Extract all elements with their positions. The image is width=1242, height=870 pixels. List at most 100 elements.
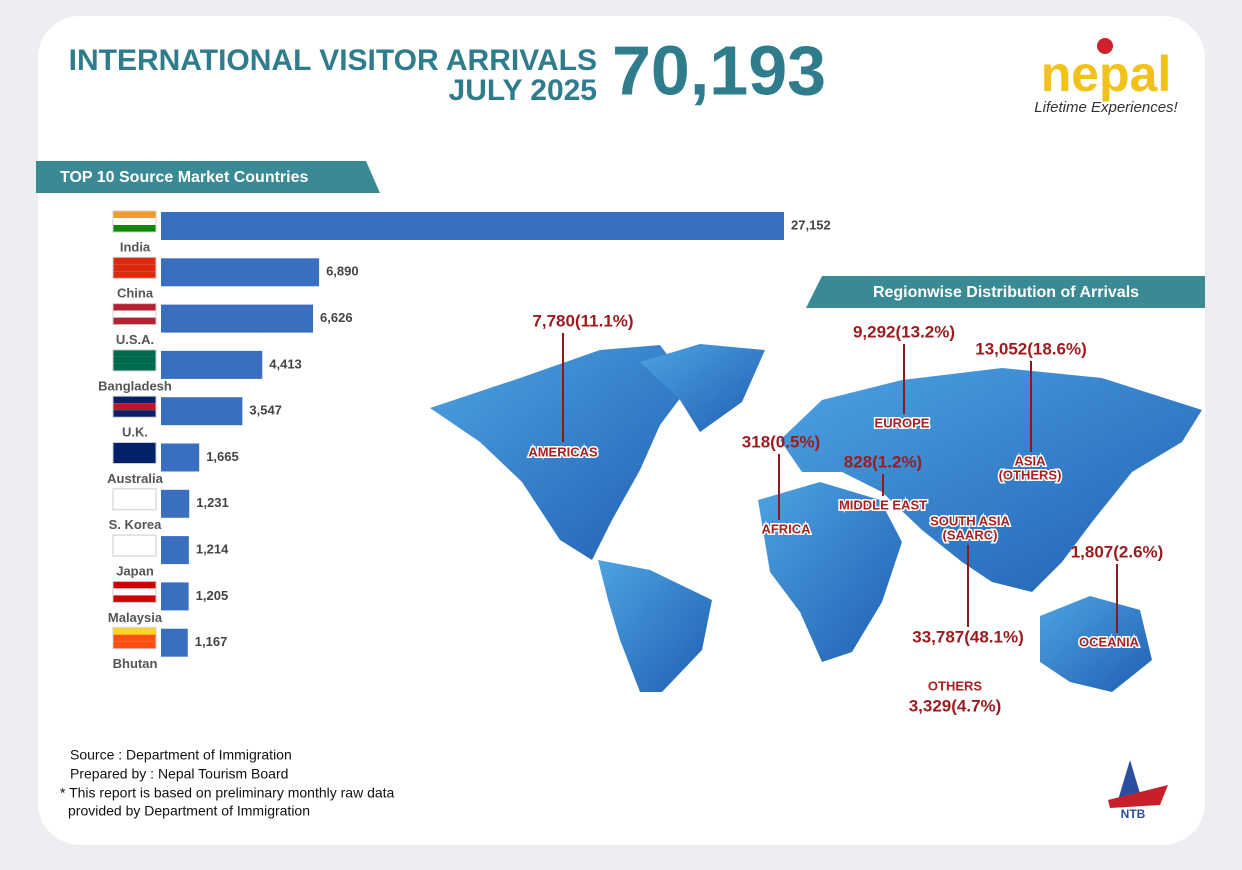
flag (113, 449, 156, 457)
flag (113, 456, 156, 464)
note: Prepared by : Nepal Tourism Board (70, 766, 288, 782)
value-label: 1,167 (195, 634, 228, 649)
region-name: EUROPE (875, 415, 930, 430)
world-map (430, 344, 1202, 692)
region-name: MIDDLE EAST (839, 497, 927, 512)
region-value: 13,052(18.6%) (975, 339, 1087, 358)
title: INTERNATIONAL VISITOR ARRIVALS (69, 44, 597, 77)
value-label: 6,626 (320, 310, 353, 325)
flag (113, 211, 156, 218)
bar (161, 443, 200, 472)
period: JULY 2025 (449, 74, 597, 107)
total: 70,193 (612, 31, 826, 109)
flag (113, 641, 156, 649)
flag (113, 488, 156, 496)
value-label: 27,152 (791, 217, 831, 232)
country-label: U.K. (122, 425, 148, 440)
note: provided by Department of Immigration (68, 803, 310, 819)
flag-border (112, 303, 157, 326)
country-label: China (117, 286, 154, 301)
flag (113, 595, 156, 603)
bar (161, 258, 320, 287)
value-label: 1,665 (206, 449, 239, 464)
region-title: Regionwise Distribution of Arrivals (873, 284, 1139, 301)
value-label: 1,231 (196, 495, 229, 510)
flag (113, 356, 156, 364)
value-label: 3,547 (249, 403, 282, 418)
country-label: Australia (107, 471, 163, 486)
flag-border (112, 580, 157, 603)
logo-tagline: Lifetime Experiences! (1034, 99, 1178, 116)
region-name: OTHERS (928, 678, 983, 693)
country-label: Malaysia (108, 610, 163, 625)
flag (113, 349, 156, 357)
value-label: 4,413 (269, 356, 302, 371)
logo-dot (1097, 38, 1113, 54)
flag (113, 257, 156, 265)
flag-border (112, 442, 157, 464)
region-value: 3,329(4.7%) (909, 696, 1002, 715)
flag (113, 495, 156, 503)
flag (113, 310, 156, 318)
flag (113, 303, 156, 311)
bar (161, 397, 243, 426)
flag (113, 588, 156, 596)
country-label: Japan (116, 564, 154, 579)
flag-border (112, 627, 157, 650)
chart-title: TOP 10 Source Market Countries (60, 169, 308, 186)
flag (113, 442, 156, 450)
flag-border (112, 256, 157, 279)
region-banner (806, 276, 1205, 308)
flag (113, 403, 156, 411)
flag-border (112, 395, 157, 418)
bar (161, 536, 189, 565)
flag (113, 410, 156, 418)
ntb-text: NTB (1121, 807, 1146, 821)
region-value: 318(0.5%) (742, 432, 820, 451)
region-name: ASIA (1014, 453, 1046, 468)
bar (161, 489, 190, 518)
flag (113, 502, 156, 510)
flag-border (112, 534, 157, 557)
region-name: (OTHERS) (999, 467, 1062, 482)
flag (113, 627, 156, 635)
value-label: 1,214 (196, 542, 229, 557)
region-name: SOUTH ASIA (930, 513, 1010, 528)
country-label: India (120, 239, 151, 254)
bar (161, 628, 188, 657)
flag (113, 549, 156, 557)
region-name: AMERICAS (528, 444, 598, 459)
flag (113, 363, 156, 371)
country-label: Bangladesh (98, 378, 172, 393)
region-value: 9,292(13.2%) (853, 322, 955, 341)
flag-border (112, 488, 157, 511)
flag (113, 271, 156, 279)
flag (113, 317, 156, 325)
region-value: 828(1.2%) (844, 452, 922, 471)
bar (161, 582, 189, 611)
flag-border (112, 210, 157, 233)
region-value: 33,787(48.1%) (912, 627, 1024, 646)
flag (113, 535, 156, 543)
note: Source : Department of Immigration (70, 747, 292, 763)
value-label: 6,890 (326, 264, 359, 279)
bar (161, 350, 263, 379)
ntb-logo: NTB (1108, 760, 1168, 821)
country-label: U.S.A. (116, 332, 154, 347)
flag (113, 634, 156, 642)
flag (113, 264, 156, 272)
value-label: 1,205 (196, 588, 229, 603)
region-value: 1,807(2.6%) (1071, 542, 1164, 561)
flag (113, 218, 156, 225)
flag (113, 225, 156, 232)
region-name: (SAARC) (943, 527, 998, 542)
bar (161, 304, 314, 333)
note: * This report is based on preliminary mo… (60, 785, 395, 801)
flag (113, 581, 156, 589)
region-value: 7,780(11.1%) (532, 311, 633, 330)
region-name: AFRICA (761, 521, 811, 536)
country-label: S. Korea (109, 517, 163, 532)
bar (161, 212, 784, 240)
flag (113, 396, 156, 404)
